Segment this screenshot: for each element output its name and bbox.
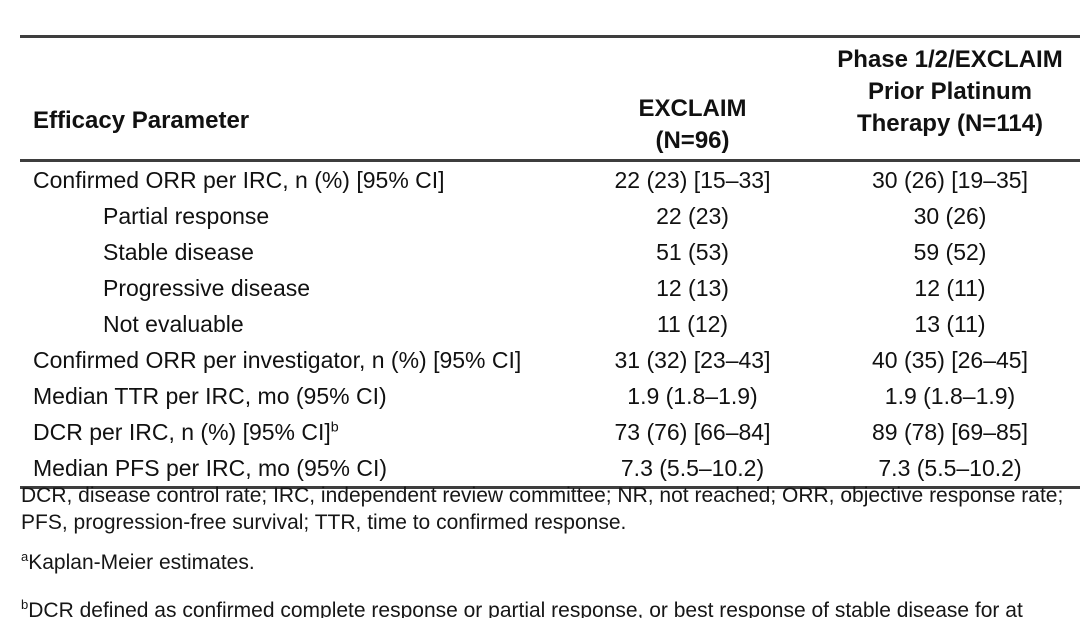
- row-label: DCR per IRC, n (%) [95% CI]b: [20, 414, 565, 450]
- table-footnotes: DCR, disease control rate; IRC, independ…: [21, 482, 1066, 618]
- row-value-exclaim: 11 (12): [656, 311, 729, 337]
- footnote-a: aKaplan-Meier estimates.: [21, 549, 1066, 576]
- table-row: Median TTR per IRC, mo (95% CI) 1.9 (1.8…: [20, 378, 1080, 414]
- row-label: Not evaluable: [20, 306, 565, 342]
- row-label: Confirmed ORR per investigator, n (%) [9…: [20, 342, 565, 378]
- row-value-phase: 7.3 (5.5–10.2): [820, 450, 1080, 489]
- row-label: Median PFS per IRC, mo (95% CI): [20, 450, 565, 489]
- row-value-phase: 30 (26) [19–35]: [871, 167, 1028, 193]
- table-row: Median PFS per IRC, mo (95% CI) 7.3 (5.5…: [20, 450, 1080, 489]
- efficacy-table: Efficacy Parameter EXCLAIM (N=96) Phase …: [20, 35, 1080, 489]
- footnote-a-marker: a: [21, 549, 29, 564]
- row-label: Stable disease: [20, 234, 565, 270]
- row-value-exclaim: 73 (76) [66–84]: [614, 419, 771, 445]
- row-value-phase: 30 (26): [913, 203, 987, 229]
- row-value-exclaim: 31 (32) [23–43]: [614, 347, 771, 373]
- table-row: DCR per IRC, n (%) [95% CI]b 73 (76) [66…: [20, 414, 1080, 450]
- row-label-text: Not evaluable: [103, 311, 244, 337]
- row-value-exclaim: 22 (23): [656, 203, 729, 229]
- row-label-text: Progressive disease: [103, 275, 311, 301]
- row-value-exclaim: 1.9 (1.8–1.9): [627, 383, 758, 409]
- row-label-superscript: b: [330, 419, 339, 436]
- abbreviations-note: DCR, disease control rate; IRC, independ…: [21, 484, 1064, 534]
- table-header: Efficacy Parameter EXCLAIM (N=96) Phase …: [20, 35, 1080, 162]
- row-value-exclaim: 7.3 (5.5–10.2): [565, 450, 820, 489]
- table-row: Partial response 22 (23) 30 (26): [20, 198, 1080, 234]
- row-value-phase: 13 (11): [914, 311, 986, 337]
- row-label-text: Stable disease: [103, 239, 254, 265]
- row-label-text: Confirmed ORR per IRC, n (%) [95% CI]: [33, 167, 445, 193]
- header-efficacy-parameter: Efficacy Parameter: [20, 35, 565, 162]
- row-value-phase: 1.9 (1.8–1.9): [884, 383, 1016, 409]
- header-exclaim: EXCLAIM (N=96): [565, 35, 820, 162]
- row-value-phase: 12 (11): [914, 275, 986, 301]
- row-label-text: Median TTR per IRC, mo (95% CI): [33, 383, 387, 409]
- row-value-exclaim: 22 (23) [15–33]: [614, 167, 771, 193]
- footnote-b-marker: b: [21, 597, 29, 612]
- row-label: Progressive disease: [20, 270, 565, 306]
- table-body: Confirmed ORR per IRC, n (%) [95% CI] 22…: [20, 161, 1080, 489]
- table-row: Stable disease 51 (53) 59 (52): [20, 234, 1080, 270]
- row-label-text: Partial response: [103, 203, 270, 229]
- row-label-text: DCR per IRC, n (%) [95% CI]: [33, 419, 331, 445]
- table-row: Progressive disease 12 (13) 12 (11): [20, 270, 1080, 306]
- row-value-exclaim: 51 (53): [656, 239, 729, 265]
- row-value-exclaim: 12 (13): [656, 275, 729, 301]
- header-row: Efficacy Parameter EXCLAIM (N=96) Phase …: [20, 35, 1080, 162]
- table-row: Confirmed ORR per IRC, n (%) [95% CI] 22…: [20, 161, 1080, 199]
- efficacy-table-container: Efficacy Parameter EXCLAIM (N=96) Phase …: [20, 35, 1080, 489]
- header-phase-prior-platinum: Phase 1/2/EXCLAIM Prior Platinum Therapy…: [820, 35, 1080, 162]
- row-label-text: Confirmed ORR per investigator, n (%) [9…: [33, 347, 522, 373]
- row-value-phase: 40 (35) [26–45]: [871, 347, 1028, 373]
- row-label: Confirmed ORR per IRC, n (%) [95% CI]: [20, 161, 565, 199]
- table-row: Confirmed ORR per investigator, n (%) [9…: [20, 342, 1080, 378]
- row-label: Partial response: [20, 198, 565, 234]
- row-value-phase: 59 (52): [913, 239, 987, 265]
- footnote-a-text: Kaplan-Meier estimates.: [28, 551, 255, 574]
- row-label: Median TTR per IRC, mo (95% CI): [20, 378, 565, 414]
- footnote-b-text: DCR defined as confirmed complete respon…: [28, 599, 1023, 618]
- row-label-text: Median PFS per IRC, mo (95% CI): [33, 455, 388, 481]
- row-value-phase: 89 (78) [69–85]: [871, 419, 1028, 445]
- table-row: Not evaluable 11 (12) 13 (11): [20, 306, 1080, 342]
- footnote-b: bDCR defined as confirmed complete respo…: [21, 597, 1066, 618]
